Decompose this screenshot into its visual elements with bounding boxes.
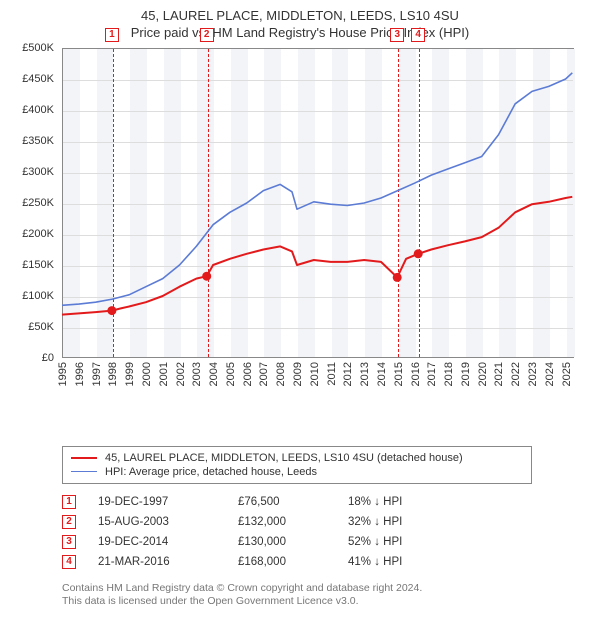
event-marker: 2 — [200, 28, 214, 42]
sales-date: 19-DEC-2014 — [98, 536, 238, 548]
legend-label: HPI: Average price, detached house, Leed… — [105, 466, 317, 478]
x-tick-label: 2013 — [357, 362, 371, 386]
x-tick-label: 2023 — [525, 362, 539, 386]
x-tick-label: 2017 — [424, 362, 438, 386]
sale-dot — [202, 271, 211, 280]
sales-delta: 32% ↓ HPI — [348, 516, 448, 528]
sales-date: 21-MAR-2016 — [98, 556, 238, 568]
chart-container: 45, LAUREL PLACE, MIDDLETON, LEEDS, LS10… — [0, 0, 600, 620]
title-sub: Price paid vs. HM Land Registry's House … — [10, 25, 590, 42]
x-tick-label: 2019 — [458, 362, 472, 386]
x-tick-label: 2000 — [139, 362, 153, 386]
sales-delta: 18% ↓ HPI — [348, 496, 448, 508]
x-tick-label: 2024 — [542, 362, 556, 386]
series-hpi — [62, 73, 572, 305]
x-tick-label: 2005 — [223, 362, 237, 386]
sales-delta: 41% ↓ HPI — [348, 556, 448, 568]
legend-swatch — [71, 471, 97, 472]
sales-price: £76,500 — [238, 496, 348, 508]
x-tick-label: 2006 — [240, 362, 254, 386]
x-tick-label: 2016 — [408, 362, 422, 386]
title-block: 45, LAUREL PLACE, MIDDLETON, LEEDS, LS10… — [10, 8, 590, 42]
sales-price: £168,000 — [238, 556, 348, 568]
x-tick-label: 2022 — [508, 362, 522, 386]
sales-row: 3 19-DEC-2014£130,00052% ↓ HPI — [62, 532, 532, 552]
legend-item: HPI: Average price, detached house, Leed… — [71, 465, 523, 479]
x-tick-label: 1998 — [105, 362, 119, 386]
footer-line1: Contains HM Land Registry data © Crown c… — [62, 582, 542, 596]
x-tick-label: 2007 — [256, 362, 270, 386]
x-tick-label: 2002 — [173, 362, 187, 386]
sales-table: 1 19-DEC-1997£76,50018% ↓ HPI 2 15-AUG-2003… — [62, 492, 532, 572]
sales-date: 15-AUG-2003 — [98, 516, 238, 528]
sales-delta: 52% ↓ HPI — [348, 536, 448, 548]
x-tick-label: 2004 — [206, 362, 220, 386]
sales-price: £130,000 — [238, 536, 348, 548]
x-tick-label: 2018 — [441, 362, 455, 386]
x-tick-label: 2003 — [189, 362, 203, 386]
sales-marker: 1 — [62, 495, 76, 509]
sales-marker: 4 — [62, 555, 76, 569]
x-tick-label: 2025 — [559, 362, 573, 386]
sales-marker: 3 — [62, 535, 76, 549]
y-tick-label: £100K — [22, 290, 58, 302]
sales-row: 4 21-MAR-2016£168,00041% ↓ HPI — [62, 552, 532, 572]
y-tick-label: £50K — [28, 321, 58, 333]
legend-swatch — [71, 457, 97, 459]
footer-line2: This data is licensed under the Open Gov… — [62, 595, 542, 609]
footer: Contains HM Land Registry data © Crown c… — [62, 582, 542, 609]
sales-date: 19-DEC-1997 — [98, 496, 238, 508]
sales-price: £132,000 — [238, 516, 348, 528]
y-tick-label: £500K — [22, 42, 58, 54]
x-tick-label: 2020 — [475, 362, 489, 386]
sales-row: 2 15-AUG-2003£132,00032% ↓ HPI — [62, 512, 532, 532]
y-tick-label: £400K — [22, 104, 58, 116]
x-tick-label: 1997 — [89, 362, 103, 386]
y-tick-label: £300K — [22, 166, 58, 178]
x-tick-label: 2014 — [374, 362, 388, 386]
legend-label: 45, LAUREL PLACE, MIDDLETON, LEEDS, LS10… — [105, 452, 463, 464]
event-marker: 3 — [390, 28, 404, 42]
x-tick-label: 2011 — [324, 362, 338, 386]
x-tick-label: 2001 — [156, 362, 170, 386]
y-tick-label: £150K — [22, 259, 58, 271]
x-tick-label: 2021 — [491, 362, 505, 386]
chart-area: £0£50K£100K£150K£200K£250K£300K£350K£400… — [10, 48, 590, 398]
x-tick-label: 2012 — [340, 362, 354, 386]
x-tick-label: 2008 — [273, 362, 287, 386]
y-tick-label: £200K — [22, 228, 58, 240]
sale-dot — [393, 273, 402, 282]
sales-marker: 2 — [62, 515, 76, 529]
x-tick-label: 1995 — [55, 362, 69, 386]
sale-dot — [107, 306, 116, 315]
series-svg — [62, 48, 574, 358]
sales-row: 1 19-DEC-1997£76,50018% ↓ HPI — [62, 492, 532, 512]
x-tick-label: 1999 — [122, 362, 136, 386]
legend-box: 45, LAUREL PLACE, MIDDLETON, LEEDS, LS10… — [62, 446, 532, 484]
legend-item: 45, LAUREL PLACE, MIDDLETON, LEEDS, LS10… — [71, 451, 523, 465]
event-marker: 4 — [411, 28, 425, 42]
x-tick-label: 2009 — [290, 362, 304, 386]
title-main: 45, LAUREL PLACE, MIDDLETON, LEEDS, LS10… — [10, 8, 590, 25]
x-tick-label: 1996 — [72, 362, 86, 386]
sale-dot — [414, 249, 423, 258]
x-tick-label: 2010 — [307, 362, 321, 386]
x-tick-label: 2015 — [391, 362, 405, 386]
event-marker: 1 — [105, 28, 119, 42]
y-tick-label: £250K — [22, 197, 58, 209]
y-tick-label: £450K — [22, 73, 58, 85]
series-property — [62, 197, 572, 315]
y-tick-label: £350K — [22, 135, 58, 147]
